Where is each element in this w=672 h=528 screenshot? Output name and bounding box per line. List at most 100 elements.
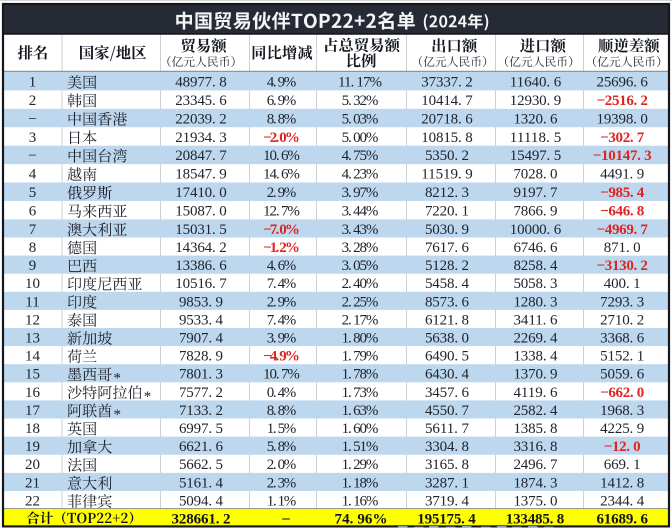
svg-text:10: 10 <box>25 276 40 292</box>
svg-text:20718. 6: 20718. 6 <box>421 111 473 127</box>
svg-text:−2. 0%: −2. 0% <box>263 130 300 146</box>
svg-text:3. 43%: 3. 43% <box>342 222 379 238</box>
svg-text:9853. 9: 9853. 9 <box>179 294 223 310</box>
svg-text:7133. 2: 7133. 2 <box>179 403 223 419</box>
svg-text:74. 96%: 74. 96% <box>335 512 388 528</box>
svg-text:1370. 9: 1370. 9 <box>513 367 557 383</box>
svg-text:1. 5%: 1. 5% <box>267 421 296 437</box>
svg-text:5059. 6: 5059. 6 <box>600 367 645 383</box>
svg-text:5. 32%: 5. 32% <box>342 93 379 109</box>
svg-text:5161. 4: 5161. 4 <box>179 475 224 491</box>
svg-text:3719. 4: 3719. 4 <box>425 494 470 510</box>
svg-text:2. 9%: 2. 9% <box>267 185 296 201</box>
svg-text:8. 8%: 8. 8% <box>267 111 296 127</box>
svg-text:8. 8%: 8. 8% <box>267 403 296 419</box>
svg-text:2710. 2: 2710. 2 <box>600 312 644 328</box>
svg-text:−3130. 2: −3130. 2 <box>597 258 648 274</box>
svg-text:2344. 4: 2344. 4 <box>600 494 645 510</box>
svg-text:25696. 6: 25696. 6 <box>597 75 649 91</box>
svg-text:1. 16%: 1. 16% <box>342 494 379 510</box>
svg-text:−302. 7: −302. 7 <box>600 130 645 146</box>
svg-text:3. 9%: 3. 9% <box>267 331 296 347</box>
svg-text:*: * <box>114 407 122 423</box>
svg-text:5030. 9: 5030. 9 <box>425 222 469 238</box>
svg-text:5152. 1: 5152. 1 <box>600 349 644 365</box>
svg-text:5458. 4: 5458. 4 <box>425 276 470 292</box>
svg-text:7028. 0: 7028. 0 <box>513 167 557 183</box>
svg-text:8573. 6: 8573. 6 <box>425 294 470 310</box>
svg-text:1. 18%: 1. 18% <box>342 475 379 491</box>
svg-text:17410. 0: 17410. 0 <box>175 185 226 201</box>
svg-text:61689. 6: 61689. 6 <box>596 512 648 528</box>
svg-text:1. 79%: 1. 79% <box>342 349 379 365</box>
svg-text:−10147. 3: −10147. 3 <box>593 148 652 164</box>
svg-text:6621. 6: 6621. 6 <box>179 439 224 455</box>
svg-text:5094. 4: 5094. 4 <box>179 494 224 510</box>
svg-text:1. 51%: 1. 51% <box>342 439 379 455</box>
svg-text:*: * <box>114 371 122 387</box>
svg-text:11118. 5: 11118. 5 <box>510 130 561 146</box>
svg-text:871. 0: 871. 0 <box>604 240 641 256</box>
svg-text:22: 22 <box>25 494 40 510</box>
svg-text:−7. 0%: −7. 0% <box>263 222 300 238</box>
svg-text:21: 21 <box>25 475 40 491</box>
svg-text:5. 00%: 5. 00% <box>342 130 379 146</box>
svg-text:0. 4%: 0. 4% <box>267 385 296 401</box>
svg-text:3. 05%: 3. 05% <box>342 258 379 274</box>
svg-text:2269. 4: 2269. 4 <box>513 331 558 347</box>
svg-text:7866. 9: 7866. 9 <box>513 203 557 219</box>
svg-text:3304. 8: 3304. 8 <box>425 439 469 455</box>
svg-text:2. 40%: 2. 40% <box>342 276 379 292</box>
svg-text:17: 17 <box>25 403 41 419</box>
svg-text:1412. 8: 1412. 8 <box>600 475 644 491</box>
svg-text:14364. 2: 14364. 2 <box>175 240 226 256</box>
svg-text:12. 7%: 12. 7% <box>263 203 300 219</box>
svg-text:1. 1%: 1. 1% <box>267 494 296 510</box>
svg-text:7577. 2: 7577. 2 <box>179 385 223 401</box>
svg-text:4119. 6: 4119. 6 <box>513 385 558 401</box>
svg-text:22039. 2: 22039. 2 <box>175 111 226 127</box>
svg-text:4. 6%: 4. 6% <box>267 258 296 274</box>
svg-text:2. 3%: 2. 3% <box>267 475 296 491</box>
svg-text:1320. 6: 1320. 6 <box>513 111 558 127</box>
svg-text:3. 97%: 3. 97% <box>342 185 379 201</box>
svg-text:15087. 0: 15087. 0 <box>175 203 226 219</box>
svg-text:−: − <box>28 111 36 127</box>
svg-text:10815. 8: 10815. 8 <box>421 130 472 146</box>
svg-text:6430. 4: 6430. 4 <box>425 367 470 383</box>
svg-text:1: 1 <box>29 75 37 91</box>
svg-text:10. 6%: 10. 6% <box>263 148 300 164</box>
svg-text:4491. 9: 4491. 9 <box>600 167 644 183</box>
svg-text:48977. 8: 48977. 8 <box>175 75 226 91</box>
svg-text:12930. 9: 12930. 9 <box>510 93 561 109</box>
svg-text:195175. 4: 195175. 4 <box>417 512 476 528</box>
svg-text:7617. 6: 7617. 6 <box>425 240 470 256</box>
svg-text:1. 78%: 1. 78% <box>342 367 379 383</box>
svg-text:15497. 5: 15497. 5 <box>510 148 561 164</box>
svg-text:9197. 7: 9197. 7 <box>513 185 558 201</box>
svg-text:7828. 9: 7828. 9 <box>179 349 223 365</box>
svg-text:3457. 6: 3457. 6 <box>425 385 470 401</box>
svg-text:3: 3 <box>29 130 37 146</box>
svg-text:19: 19 <box>25 439 40 455</box>
svg-text:20: 20 <box>25 457 40 473</box>
svg-text:2: 2 <box>29 93 37 109</box>
svg-text:328661. 2: 328661. 2 <box>172 512 231 528</box>
svg-text:3. 28%: 3. 28% <box>342 240 379 256</box>
svg-text:7: 7 <box>29 222 37 238</box>
svg-text:−2516. 2: −2516. 2 <box>597 93 648 109</box>
svg-text:1. 60%: 1. 60% <box>342 421 379 437</box>
svg-text:12: 12 <box>25 312 40 328</box>
svg-text:400. 1: 400. 1 <box>604 276 641 292</box>
svg-text:23345. 6: 23345. 6 <box>175 93 227 109</box>
svg-text:4225. 9: 4225. 9 <box>600 421 644 437</box>
svg-text:5: 5 <box>29 185 37 201</box>
svg-text:3368. 6: 3368. 6 <box>600 331 645 347</box>
svg-text:11. 17%: 11. 17% <box>338 75 382 91</box>
svg-text:1280. 3: 1280. 3 <box>513 294 557 310</box>
svg-text:3316. 8: 3316. 8 <box>513 439 557 455</box>
svg-text:7293. 3: 7293. 3 <box>600 294 644 310</box>
svg-text:19398. 0: 19398. 0 <box>597 111 648 127</box>
svg-text:6: 6 <box>29 203 37 219</box>
svg-text:3287. 1: 3287. 1 <box>425 475 469 491</box>
